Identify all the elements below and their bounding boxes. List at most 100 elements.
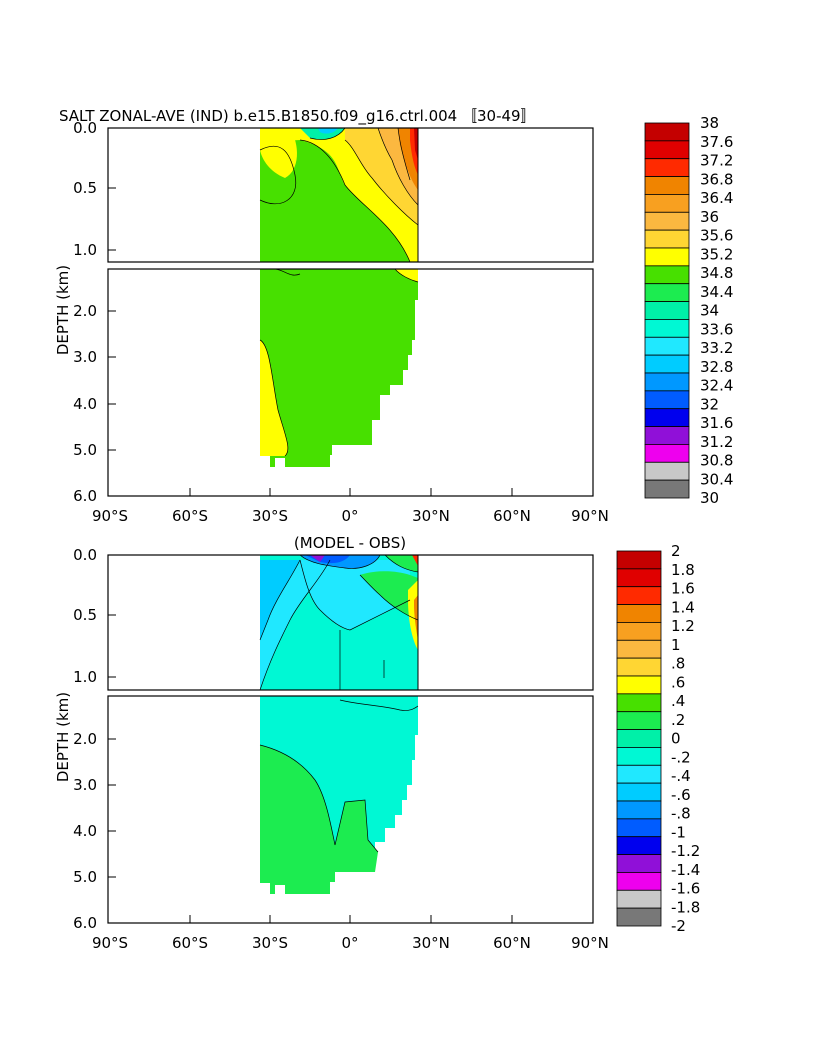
colorbar-swatch	[644, 319, 690, 338]
colorbar-swatch	[644, 408, 690, 427]
y-tick-label: 0.5	[73, 606, 97, 624]
colorbar-swatch	[616, 693, 662, 713]
colorbar-swatch	[644, 479, 690, 499]
diff-x-ticks	[189, 915, 513, 923]
salt-region-yellow-top	[395, 269, 418, 282]
diff-y-axis-label: DEPTH (km)	[54, 692, 72, 782]
colorbar-label: -.4	[671, 767, 691, 785]
salt-region-yellow-south	[260, 128, 297, 178]
x-tick-label: 90°S	[92, 934, 128, 952]
colorbar-label: -1.4	[671, 861, 700, 879]
colorbar-label: 1	[671, 636, 681, 654]
colorbar-label: -.8	[671, 805, 691, 823]
salt-y-ticks	[108, 127, 116, 451]
y-tick-label: 5.0	[73, 441, 97, 459]
salt-region-green-deep	[260, 269, 418, 467]
colorbar-label: 38	[700, 114, 719, 132]
colorbar-swatch	[616, 764, 662, 784]
diff-x-tick-labels: 90°S 60°S 30°S 0° 30°N 60°N 90°N	[92, 934, 609, 952]
colorbar-swatch	[644, 247, 690, 267]
colorbar-label: 1.8	[671, 561, 695, 579]
colorbar-swatch	[644, 229, 690, 249]
x-tick-label: 30°S	[252, 934, 288, 952]
colorbar-label: -.2	[671, 748, 691, 766]
salt-upper-field	[259, 128, 419, 262]
colorbar-swatch	[616, 782, 662, 802]
colorbar-label: 36.8	[700, 170, 733, 188]
salt-region-blue-surface	[318, 128, 338, 134]
colorbar-swatch	[616, 872, 662, 891]
colorbar-label: .8	[671, 655, 685, 673]
salt-upper-frame	[107, 127, 594, 263]
colorbar-label: 30.8	[700, 452, 733, 470]
y-tick-label: 3.0	[73, 776, 97, 794]
colorbar-swatch	[616, 889, 662, 909]
diff-panel: (MODEL - OBS)	[54, 534, 700, 952]
diff-region-red-surface	[412, 555, 418, 566]
diff-region-yellow	[408, 580, 418, 650]
colorbar-swatch	[644, 158, 690, 177]
y-tick-label: 1.0	[73, 668, 97, 686]
colorbar-label: -1.6	[671, 880, 700, 898]
colorbar-swatch	[616, 622, 662, 641]
salt-y-tick-labels: 0.0 0.5 1.0 2.0 3.0 4.0 5.0 6.0	[73, 119, 97, 505]
colorbar-label: 33.6	[700, 320, 733, 338]
diff-region-purple-surface	[310, 555, 325, 562]
colorbar-swatch	[644, 301, 690, 320]
colorbar-swatch	[644, 372, 690, 392]
y-tick-label: 2.0	[73, 302, 97, 320]
colorbar-label: 30.4	[700, 470, 733, 488]
colorbar-swatch	[644, 354, 690, 374]
colorbar-label: .6	[671, 673, 685, 691]
colorbar-swatch	[616, 836, 662, 855]
x-tick-label: 30°N	[412, 934, 450, 952]
colorbar-label: .4	[671, 692, 685, 710]
colorbar-swatch	[616, 568, 662, 588]
diff-colorbar: 21.81.61.41.21.8.6.4.20-.2-.4-.6-.8-1-1.…	[616, 542, 700, 935]
colorbar-swatch	[644, 211, 690, 231]
x-tick-label: 0°	[341, 507, 358, 525]
salt-colorbar: 3837.637.236.836.43635.635.234.834.43433…	[644, 114, 733, 507]
colorbar-swatch	[616, 586, 662, 605]
diff-region-green-deep	[260, 745, 378, 894]
x-tick-label: 60°N	[493, 507, 531, 525]
colorbar-label: 0	[671, 730, 681, 748]
colorbar-label: -1.2	[671, 842, 700, 860]
colorbar-swatch	[616, 604, 662, 623]
colorbar-label: 30	[700, 489, 719, 507]
colorbar-label: 36.4	[700, 189, 733, 207]
colorbar-swatch	[644, 461, 690, 481]
y-tick-label: 4.0	[73, 822, 97, 840]
x-tick-label: 0°	[341, 934, 358, 952]
x-tick-label: 60°S	[172, 507, 208, 525]
diff-title: (MODEL - OBS)	[294, 534, 406, 552]
colorbar-label: 33.2	[700, 339, 733, 357]
diff-region-orange	[414, 595, 418, 640]
colorbar-swatch	[616, 639, 662, 659]
colorbar-label: 32.8	[700, 358, 733, 376]
colorbar-label: 1.6	[671, 580, 695, 598]
diff-y-tick-labels: 0.0 0.5 1.0 2.0 3.0 4.0 5.0 6.0	[73, 546, 97, 932]
diff-y-ticks	[108, 554, 116, 878]
colorbar-swatch	[616, 747, 662, 766]
colorbar-swatch	[616, 818, 662, 838]
colorbar-swatch	[644, 176, 690, 195]
colorbar-swatch	[616, 729, 662, 748]
x-tick-label: 90°S	[92, 507, 128, 525]
colorbar-label: 34.8	[700, 264, 733, 282]
colorbar-label: 31.2	[700, 433, 733, 451]
colorbar-swatch	[644, 426, 690, 445]
colorbar-label: 34	[700, 302, 719, 320]
colorbar-label: 1.2	[671, 617, 695, 635]
colorbar-swatch	[616, 550, 662, 570]
colorbar-swatch	[616, 907, 662, 927]
y-tick-label: 2.0	[73, 730, 97, 748]
colorbar-swatch	[616, 800, 662, 820]
diff-upper-contours	[259, 555, 419, 690]
colorbar-label: 36	[700, 208, 719, 226]
diff-region-sky	[260, 560, 300, 640]
diff-upper-frame	[107, 554, 594, 691]
colorbar-swatch	[616, 711, 662, 730]
x-tick-label: 60°N	[493, 934, 531, 952]
